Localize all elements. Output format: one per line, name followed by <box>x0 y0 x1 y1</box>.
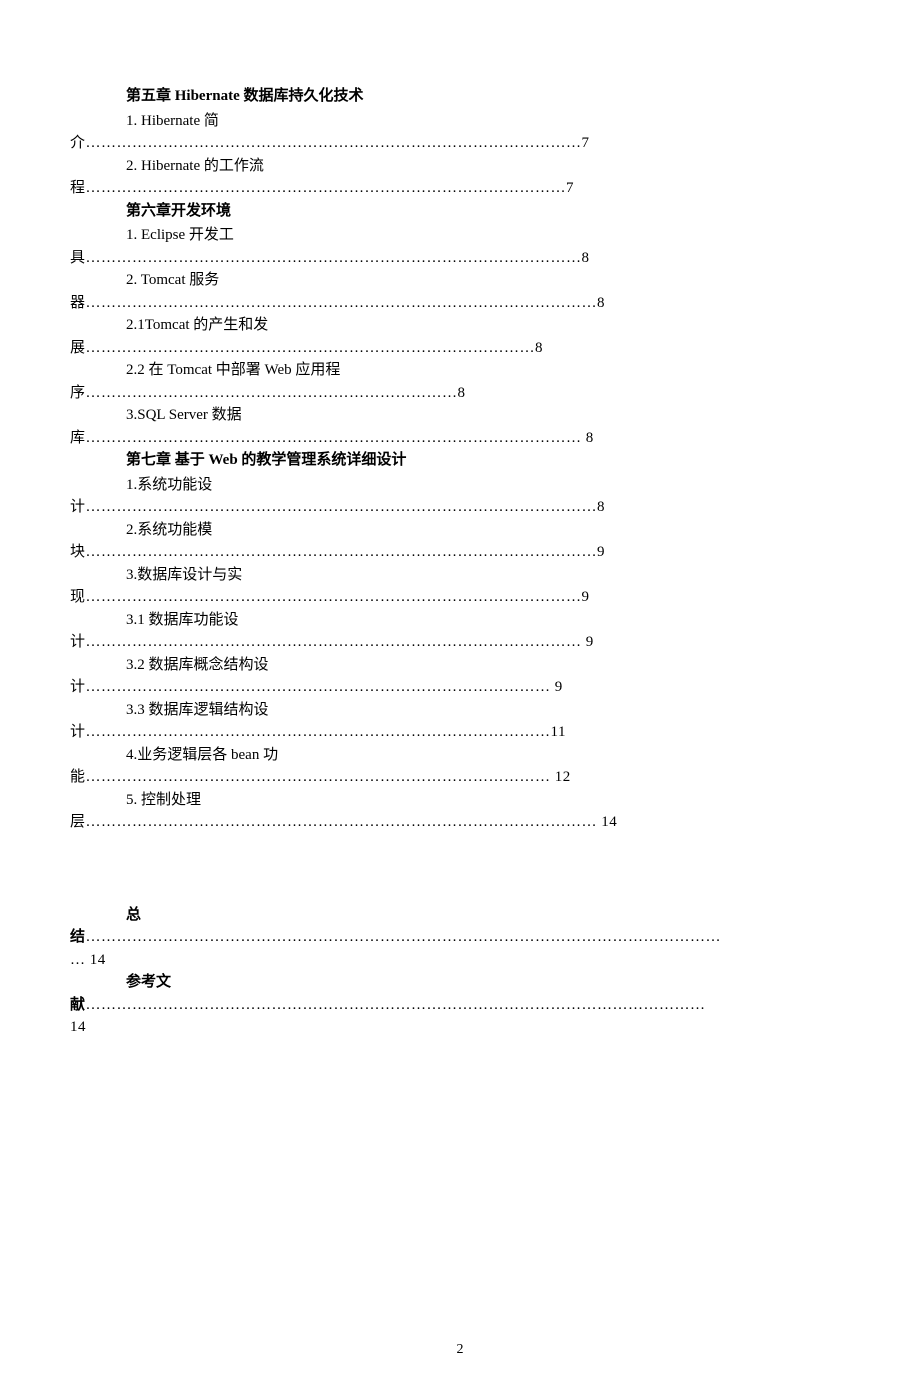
toc-entry: 3.3 数据库逻辑结构设计………………………………………………………………………… <box>70 699 850 744</box>
summary-label-part1: 总 <box>126 904 850 927</box>
toc-entry-leader: 具……………………………………………………………………………………8 <box>70 247 850 270</box>
toc-entry-title: 2.系统功能模 <box>126 519 850 542</box>
toc-entry-title: 3.2 数据库概念结构设 <box>126 654 850 677</box>
chapter-heading: 第五章 Hibernate 数据库持久化技术 <box>126 85 850 108</box>
toc-entry: 3.数据库设计与实现………………………………………………………………………………… <box>70 564 850 609</box>
toc-entry-leader: 库…………………………………………………………………………………… 8 <box>70 427 850 450</box>
toc-entry-title: 5. 控制处理 <box>126 789 850 812</box>
toc-entry: 1. Eclipse 开发工具…………………………………………………………………… <box>70 224 850 269</box>
summary-page-line: … 14 <box>70 949 850 972</box>
toc-entry-leader: 计………………………………………………………………………………………8 <box>70 496 850 519</box>
toc-entry-title: 3.SQL Server 数据 <box>126 404 850 427</box>
document-page: 第五章 Hibernate 数据库持久化技术1. Hibernate 简介………… <box>0 0 920 1400</box>
chapter-heading: 第六章开发环境 <box>126 200 850 223</box>
table-of-contents: 第五章 Hibernate 数据库持久化技术1. Hibernate 简介………… <box>70 85 850 834</box>
toc-entry-leader: 程…………………………………………………………………………………7 <box>70 177 850 200</box>
references-label-part1: 参考文 <box>126 971 850 994</box>
toc-entry-title: 2.2 在 Tomcat 中部署 Web 应用程 <box>126 359 850 382</box>
toc-entry-leader: 序………………………………………………………………8 <box>70 382 850 405</box>
toc-entry-leader: 块………………………………………………………………………………………9 <box>70 541 850 564</box>
toc-entry-title: 2. Hibernate 的工作流 <box>126 155 850 178</box>
toc-entry-leader: 计……………………………………………………………………………… 9 <box>70 676 850 699</box>
toc-entry-title: 2. Tomcat 服务 <box>126 269 850 292</box>
toc-entry: 1. Hibernate 简介…………………………………………………………………… <box>70 110 850 155</box>
toc-entry: 2. Hibernate 的工作流程…………………………………………………………… <box>70 155 850 200</box>
toc-entry: 2. Tomcat 服务器………………………………………………………………………… <box>70 269 850 314</box>
toc-entry-leader: 现……………………………………………………………………………………9 <box>70 586 850 609</box>
toc-entry: 2.2 在 Tomcat 中部署 Web 应用程序………………………………………… <box>70 359 850 404</box>
toc-entry-title: 4.业务逻辑层各 bean 功 <box>126 744 850 767</box>
section-gap <box>70 834 850 904</box>
summary-continuation: 结………………………………………………………………………………………………………… <box>70 926 850 949</box>
toc-entry-title: 1. Eclipse 开发工 <box>126 224 850 247</box>
toc-entry-title: 3.1 数据库功能设 <box>126 609 850 632</box>
toc-entry-leader: 层……………………………………………………………………………………… 14 <box>70 811 850 834</box>
toc-entry-title: 2.1Tomcat 的产生和发 <box>126 314 850 337</box>
toc-entry-title: 1. Hibernate 简 <box>126 110 850 133</box>
references-section: 参考文 献……………………………………………………………………………………………… <box>70 971 850 1039</box>
toc-entry: 1.系统功能设计……………………………………………………………………………………… <box>70 474 850 519</box>
chapter-heading: 第七章 基于 Web 的教学管理系统详细设计 <box>126 449 850 472</box>
references-continuation: 献………………………………………………………………………………………………………… <box>70 994 850 1017</box>
toc-entry-title: 1.系统功能设 <box>126 474 850 497</box>
toc-entry-leader: 计…………………………………………………………………………………… 9 <box>70 631 850 654</box>
toc-entry: 5. 控制处理层……………………………………………………………………………………… <box>70 789 850 834</box>
toc-entry-leader: 能……………………………………………………………………………… 12 <box>70 766 850 789</box>
page-number: 2 <box>70 1339 850 1360</box>
toc-entry-leader: 计………………………………………………………………………………11 <box>70 721 850 744</box>
references-page-line: 14 <box>70 1016 850 1039</box>
toc-entry: 3.2 数据库概念结构设计………………………………………………………………………… <box>70 654 850 699</box>
toc-entry: 2.系统功能模块……………………………………………………………………………………… <box>70 519 850 564</box>
toc-entry: 3.SQL Server 数据库………………………………………………………………… <box>70 404 850 449</box>
toc-entry: 4.业务逻辑层各 bean 功能………………………………………………………………… <box>70 744 850 789</box>
toc-entry-title: 3.数据库设计与实 <box>126 564 850 587</box>
toc-entry-title: 3.3 数据库逻辑结构设 <box>126 699 850 722</box>
toc-entry: 3.1 数据库功能设计……………………………………………………………………………… <box>70 609 850 654</box>
toc-entry: 2.1Tomcat 的产生和发展………………………………………………………………… <box>70 314 850 359</box>
summary-section: 总 结…………………………………………………………………………………………………… <box>70 904 850 972</box>
toc-entry-leader: 展……………………………………………………………………………8 <box>70 337 850 360</box>
toc-entry-leader: 介……………………………………………………………………………………7 <box>70 132 850 155</box>
toc-entry-leader: 器………………………………………………………………………………………8 <box>70 292 850 315</box>
